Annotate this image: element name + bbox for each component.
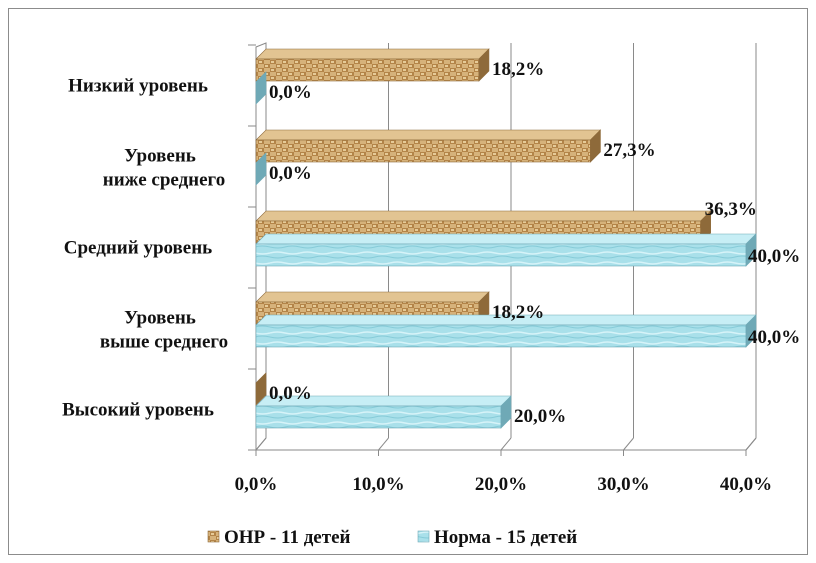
category-labels: Низкий уровень Уровень ниже среднего Средни…	[62, 76, 228, 421]
bar-side-face	[255, 71, 267, 105]
legend-swatch-norma	[417, 530, 430, 543]
bar-side-face	[500, 395, 512, 429]
bar-top-face	[255, 210, 712, 222]
category-label: Средний уровень	[64, 238, 212, 259]
bar-top-face	[255, 233, 757, 245]
bar-side-face	[745, 233, 757, 267]
x-tick-label: 10,0%	[352, 474, 404, 495]
data-label: 18,2%	[492, 302, 544, 323]
bar-side-face	[255, 152, 267, 186]
x-tick-label: 0,0%	[235, 474, 278, 495]
bar-side-face	[255, 372, 267, 406]
legend-label-norma: Норма - 15 детей	[434, 527, 577, 548]
category-label: Уровень выше среднего	[100, 308, 228, 353]
legend: ОНР - 11 детей Норма - 15 детей	[207, 527, 577, 548]
data-label: 36,3%	[705, 199, 757, 220]
legend-label-onr: ОНР - 11 детей	[224, 527, 351, 548]
category-label: Уровень ниже среднего	[103, 146, 225, 191]
floor-gridline	[623, 437, 634, 451]
x-tick-labels: 0,0% 10,0% 20,0% 30,0% 40,0%	[235, 474, 773, 495]
bar-onr	[255, 139, 591, 163]
category-label-line: Высокий уровень	[62, 400, 214, 421]
bar-top-face	[255, 291, 490, 303]
category-label-line: Средний уровень	[64, 238, 212, 259]
x-tick-label: 20,0%	[475, 474, 527, 495]
chart-area	[8, 8, 808, 555]
bar-norma	[255, 405, 502, 429]
data-label: 27,3%	[603, 140, 655, 161]
category-label-line: Уровень	[124, 308, 196, 329]
category-label-line: Уровень	[124, 146, 196, 167]
floor-gridline	[378, 437, 389, 451]
category-label: Высокий уровень	[62, 400, 214, 421]
bar-side-face	[590, 129, 601, 163]
x-tick-label: 30,0%	[597, 474, 649, 495]
bar-top-face	[255, 48, 490, 60]
data-label: 18,2%	[492, 59, 544, 80]
bar-norma	[255, 324, 747, 348]
x-tick-label: 40,0%	[720, 474, 772, 495]
data-label: 0,0%	[269, 163, 312, 184]
category-label-line: выше среднего	[100, 332, 228, 353]
data-label: 40,0%	[748, 246, 800, 267]
category-label-line: Низкий уровень	[68, 76, 208, 97]
bar-top-face	[255, 129, 602, 141]
data-label: 40,0%	[748, 327, 800, 348]
floor-edge	[745, 437, 757, 451]
bar-side-face	[478, 48, 490, 82]
category-label: Низкий уровень	[68, 76, 208, 97]
data-label: 0,0%	[269, 82, 312, 103]
bar-side-face	[745, 314, 757, 348]
data-label: 20,0%	[514, 406, 566, 427]
category-label-line: ниже среднего	[103, 170, 225, 191]
floor-gridline	[500, 437, 512, 451]
bars	[255, 48, 757, 429]
data-label: 0,0%	[269, 383, 312, 404]
bar-onr	[255, 58, 480, 82]
data-labels: 18,2% 0,0% 27,3% 0,0% 36,3% 40,0% 18,2% 40,0% 0,…	[269, 59, 800, 427]
legend-swatch-onr	[207, 530, 220, 543]
bar-norma	[255, 243, 747, 267]
